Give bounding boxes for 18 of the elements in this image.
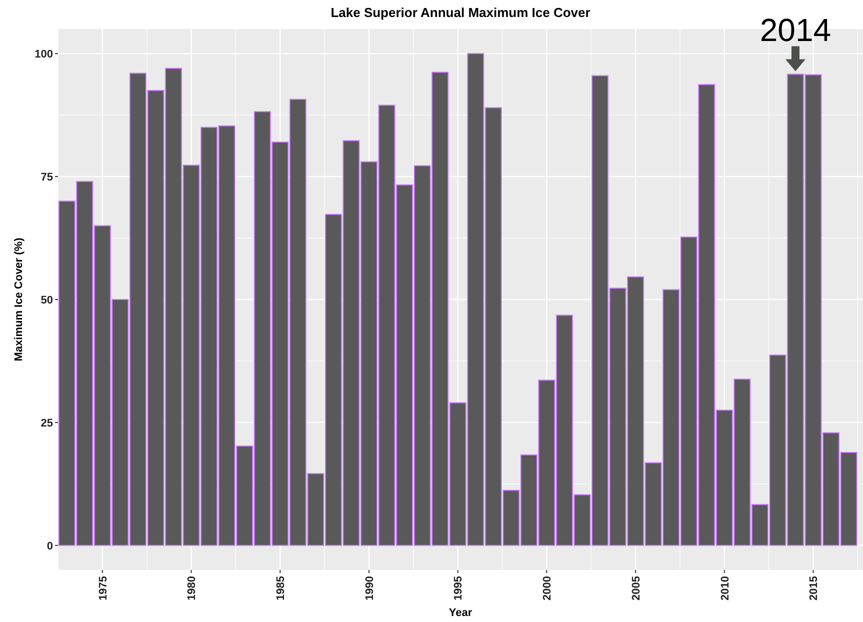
y-tick-label: 25	[40, 417, 53, 430]
x-tick-label: 1980	[186, 576, 198, 600]
x-tick-label: 2005	[630, 576, 642, 600]
x-tick-label: 1985	[274, 576, 287, 600]
y-tick-label: 50	[40, 294, 53, 306]
chart-title: Lake Superior Annual Maximum Ice Cover	[330, 5, 590, 20]
y-tick-label: 0	[46, 540, 53, 552]
y-tick-label: 100	[34, 48, 53, 60]
x-tick-label: 2010	[719, 576, 732, 600]
x-tick-label: 1995	[452, 576, 465, 600]
y-axis-title: Maximum Ice Cover (%)	[13, 237, 25, 362]
x-axis-title: Year	[448, 607, 473, 619]
x-tick-label: 1990	[364, 576, 376, 600]
annotation: 2014	[760, 12, 832, 48]
x-tick-label: 2000	[542, 576, 554, 600]
y-tick-label: 75	[40, 171, 53, 184]
x-tick-label: 2015	[808, 576, 820, 600]
x-tick-label: 1975	[97, 576, 110, 600]
